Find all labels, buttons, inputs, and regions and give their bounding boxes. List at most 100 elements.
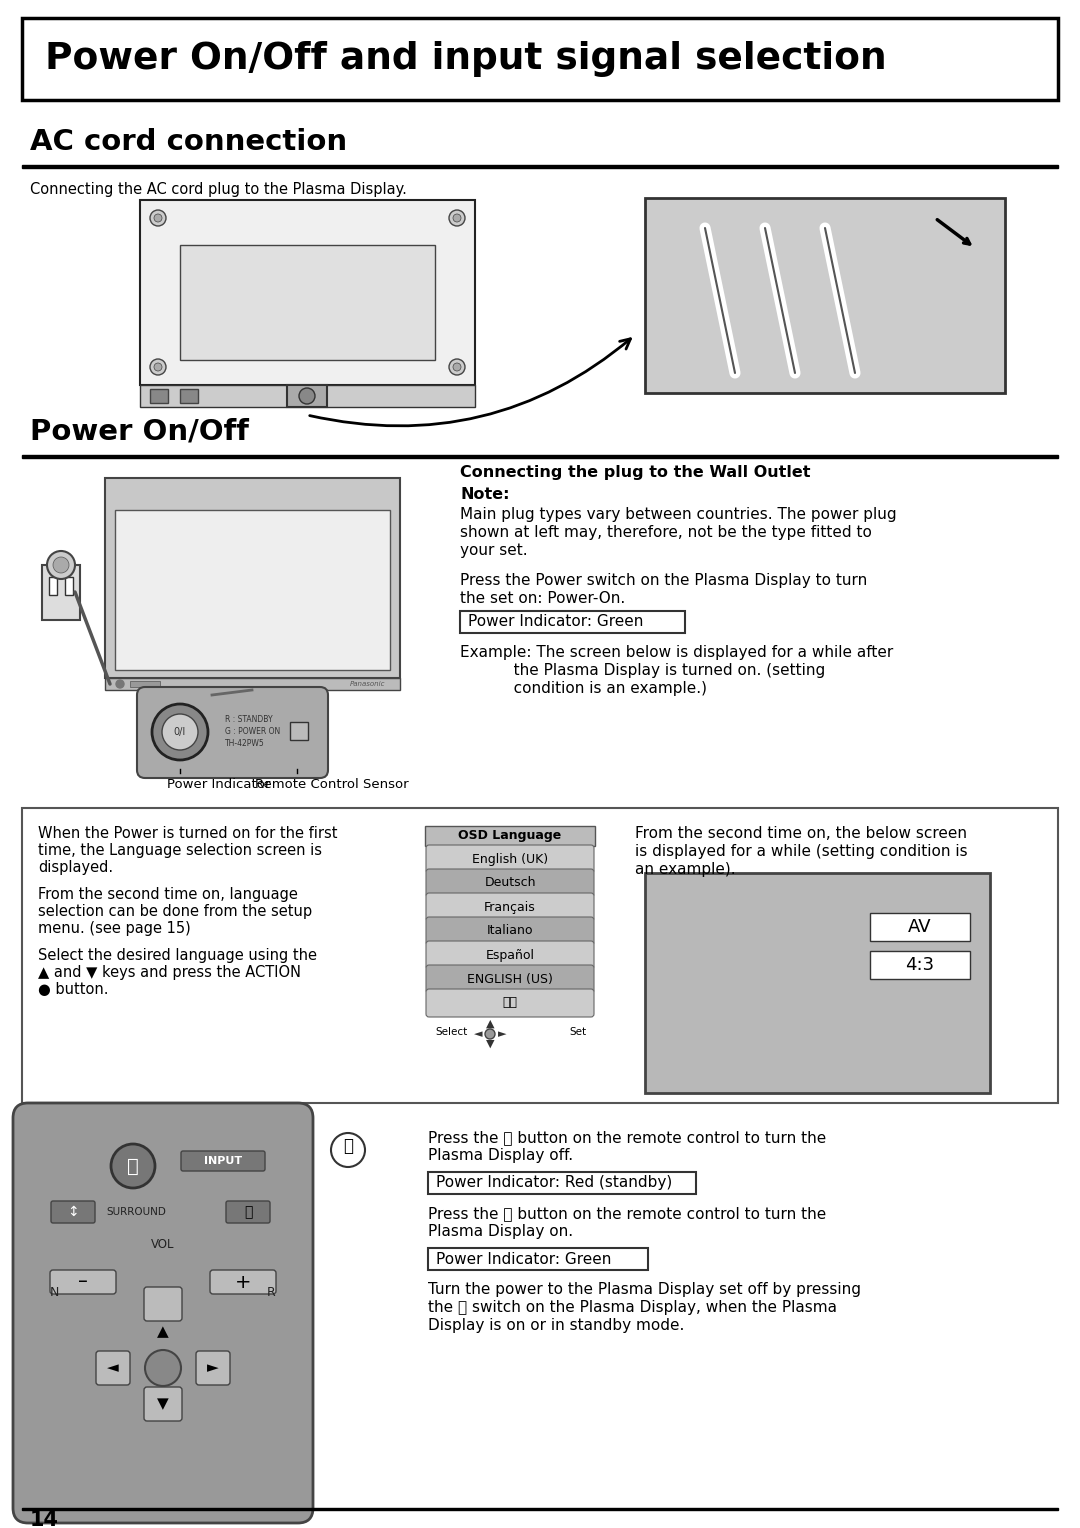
Text: Note:: Note: bbox=[460, 487, 510, 503]
Bar bbox=[428, 1172, 696, 1193]
Circle shape bbox=[154, 364, 162, 371]
Text: displayed.: displayed. bbox=[38, 860, 113, 876]
Text: 🔇: 🔇 bbox=[244, 1206, 253, 1219]
Text: Panasonic: Panasonic bbox=[350, 681, 384, 688]
Circle shape bbox=[449, 209, 465, 226]
Bar bbox=[49, 578, 57, 594]
Circle shape bbox=[299, 388, 315, 403]
Text: Press the ⏻ button on the remote control to turn the: Press the ⏻ button on the remote control… bbox=[428, 1206, 826, 1221]
Circle shape bbox=[53, 558, 69, 573]
Text: the Plasma Display is turned on. (setting: the Plasma Display is turned on. (settin… bbox=[460, 663, 825, 678]
Circle shape bbox=[152, 704, 208, 759]
Bar bbox=[22, 808, 1058, 1103]
Text: menu. (see page 15): menu. (see page 15) bbox=[38, 921, 191, 937]
Bar bbox=[870, 950, 970, 979]
Circle shape bbox=[330, 1132, 365, 1167]
Bar bbox=[140, 200, 475, 385]
Text: N: N bbox=[50, 1287, 59, 1299]
Bar bbox=[428, 1248, 648, 1270]
FancyBboxPatch shape bbox=[226, 1201, 270, 1222]
Text: AC cord connection: AC cord connection bbox=[30, 128, 347, 156]
Text: Power Indicator: Power Indicator bbox=[167, 778, 270, 792]
Text: Power Indicator: Green: Power Indicator: Green bbox=[468, 614, 644, 630]
Text: 4:3: 4:3 bbox=[905, 957, 934, 973]
Text: Press the ⏻ button on the remote control to turn the: Press the ⏻ button on the remote control… bbox=[428, 1131, 826, 1144]
Circle shape bbox=[453, 214, 461, 222]
Bar bbox=[291, 723, 308, 740]
FancyBboxPatch shape bbox=[426, 966, 594, 993]
Text: ◄: ◄ bbox=[107, 1360, 119, 1375]
FancyBboxPatch shape bbox=[195, 1351, 230, 1384]
FancyBboxPatch shape bbox=[13, 1103, 313, 1523]
Bar bbox=[645, 872, 990, 1093]
Text: Example: The screen below is displayed for a while after: Example: The screen below is displayed f… bbox=[460, 645, 893, 660]
Text: your set.: your set. bbox=[460, 542, 528, 558]
Text: 14: 14 bbox=[30, 1510, 59, 1528]
Text: Power Indicator: Green: Power Indicator: Green bbox=[436, 1251, 611, 1267]
Bar bbox=[460, 611, 685, 633]
Bar bbox=[105, 478, 400, 678]
Text: Turn the power to the Plasma Display set off by pressing: Turn the power to the Plasma Display set… bbox=[428, 1282, 861, 1297]
Text: ⏻: ⏻ bbox=[127, 1157, 139, 1175]
Text: Main plug types vary between countries. The power plug: Main plug types vary between countries. … bbox=[460, 507, 896, 523]
Text: +: + bbox=[234, 1273, 252, 1291]
Text: ENGLISH (US): ENGLISH (US) bbox=[467, 972, 553, 986]
Bar bbox=[645, 199, 1005, 393]
Bar bbox=[22, 165, 1058, 168]
Text: condition is an example.): condition is an example.) bbox=[460, 681, 707, 695]
Text: R : STANDBY: R : STANDBY bbox=[225, 715, 272, 724]
FancyBboxPatch shape bbox=[51, 1201, 95, 1222]
Text: Connecting the plug to the Wall Outlet: Connecting the plug to the Wall Outlet bbox=[460, 465, 810, 480]
Circle shape bbox=[162, 714, 198, 750]
Circle shape bbox=[453, 364, 461, 371]
Bar bbox=[42, 565, 80, 620]
Text: From the second time on, language: From the second time on, language bbox=[38, 886, 298, 902]
Text: –: – bbox=[78, 1273, 87, 1291]
Bar bbox=[105, 678, 400, 691]
Text: AV: AV bbox=[908, 918, 932, 937]
Text: INPUT: INPUT bbox=[204, 1157, 242, 1166]
Bar bbox=[870, 914, 970, 941]
Circle shape bbox=[485, 1028, 495, 1039]
FancyBboxPatch shape bbox=[426, 892, 594, 921]
Circle shape bbox=[449, 359, 465, 374]
Bar bbox=[114, 510, 390, 669]
Text: Español: Español bbox=[486, 949, 535, 961]
Text: an example).: an example). bbox=[635, 862, 735, 877]
Text: ● button.: ● button. bbox=[38, 983, 108, 996]
Text: Plasma Display on.: Plasma Display on. bbox=[428, 1224, 573, 1239]
Text: Français: Français bbox=[484, 900, 536, 914]
Text: 0/I: 0/I bbox=[174, 727, 186, 736]
FancyBboxPatch shape bbox=[426, 845, 594, 872]
FancyBboxPatch shape bbox=[144, 1287, 183, 1322]
Bar bbox=[22, 1508, 1058, 1510]
Bar bbox=[22, 455, 1058, 458]
Text: 中文: 中文 bbox=[502, 996, 517, 1010]
Text: ▲: ▲ bbox=[157, 1325, 168, 1340]
Text: Select the desired language using the: Select the desired language using the bbox=[38, 947, 318, 963]
Bar bbox=[180, 390, 198, 403]
Circle shape bbox=[48, 552, 75, 579]
Text: SURROUND: SURROUND bbox=[106, 1207, 166, 1216]
Circle shape bbox=[150, 209, 166, 226]
FancyBboxPatch shape bbox=[50, 1270, 116, 1294]
Text: From the second time on, the below screen: From the second time on, the below scree… bbox=[635, 827, 967, 840]
Text: When the Power is turned on for the first: When the Power is turned on for the firs… bbox=[38, 827, 337, 840]
Bar bbox=[287, 385, 327, 406]
FancyArrowPatch shape bbox=[310, 339, 631, 426]
Bar bbox=[130, 681, 160, 688]
Text: English (UK): English (UK) bbox=[472, 853, 548, 865]
Text: Italiano: Italiano bbox=[487, 924, 534, 938]
FancyBboxPatch shape bbox=[426, 941, 594, 969]
Circle shape bbox=[150, 359, 166, 374]
Text: TH-42PW5: TH-42PW5 bbox=[225, 740, 265, 749]
Text: ◄: ◄ bbox=[474, 1028, 483, 1039]
Text: ↕: ↕ bbox=[67, 1206, 79, 1219]
Text: ▼: ▼ bbox=[157, 1397, 168, 1412]
Text: Power On/Off: Power On/Off bbox=[30, 419, 248, 446]
Text: ▲: ▲ bbox=[486, 1019, 495, 1028]
Text: Press the Power switch on the Plasma Display to turn: Press the Power switch on the Plasma Dis… bbox=[460, 573, 867, 588]
Text: Connecting the AC cord plug to the Plasma Display.: Connecting the AC cord plug to the Plasm… bbox=[30, 182, 407, 197]
FancyBboxPatch shape bbox=[210, 1270, 276, 1294]
Bar bbox=[180, 244, 435, 361]
